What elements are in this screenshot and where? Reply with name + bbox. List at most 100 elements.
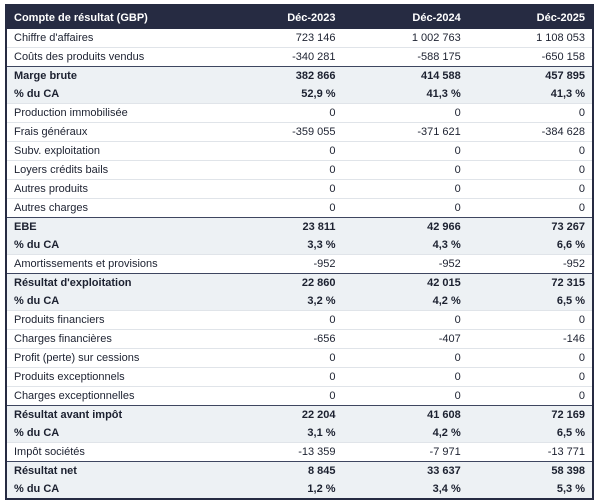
row-value: 0 [467, 386, 593, 406]
row-label: Produits exceptionnels [6, 367, 218, 387]
row-value: 58 398 [467, 461, 593, 480]
row-label: Autres charges [6, 198, 218, 218]
table-title: Compte de résultat (GBP) [6, 5, 218, 29]
table-row-total: Résultat avant impôt 22 204 41 608 72 16… [6, 405, 593, 424]
table-row: Chiffre d'affaires 723 146 1 002 763 1 1… [6, 29, 593, 48]
row-value: 0 [217, 198, 343, 218]
table-row-total: Marge brute 382 866 414 588 457 895 [6, 66, 593, 85]
row-value: 5,3 % [467, 480, 593, 499]
row-value: 0 [217, 141, 343, 161]
row-label: Loyers crédits bails [6, 160, 218, 180]
column-header-dec-2024: Déc-2024 [342, 5, 468, 29]
row-value: 42 966 [342, 217, 468, 236]
row-label: Autres produits [6, 179, 218, 199]
table-row: Production immobilisée 0 0 0 [6, 103, 593, 123]
row-value: 0 [467, 367, 593, 387]
table-row: Loyers crédits bails 0 0 0 [6, 160, 593, 180]
row-value: 3,2 % [217, 292, 343, 311]
row-value: 41,3 % [467, 85, 593, 104]
row-value: 72 315 [467, 273, 593, 292]
row-value: 1,2 % [217, 480, 343, 499]
row-value: 6,5 % [467, 424, 593, 443]
table-row: Autres produits 0 0 0 [6, 179, 593, 199]
header-row: Compte de résultat (GBP) Déc-2023 Déc-20… [6, 5, 593, 29]
row-value: -588 175 [342, 47, 468, 67]
row-value: -371 621 [342, 122, 468, 142]
row-value: 0 [467, 198, 593, 218]
row-value: 0 [217, 310, 343, 330]
row-value: 0 [342, 179, 468, 199]
row-label: Résultat d'exploitation [6, 273, 218, 292]
row-value: 0 [217, 103, 343, 123]
row-value: 0 [217, 367, 343, 387]
income-statement: Compte de résultat (GBP) Déc-2023 Déc-20… [5, 4, 594, 500]
table-row: Subv. exploitation 0 0 0 [6, 141, 593, 161]
row-value: 0 [467, 179, 593, 199]
table-row-ratio: % du CA 3,1 % 4,2 % 6,5 % [6, 424, 593, 443]
row-label: Coûts des produits vendus [6, 47, 218, 67]
row-value: 0 [217, 386, 343, 406]
row-value: 414 588 [342, 66, 468, 85]
row-value: -13 359 [217, 442, 343, 462]
table-row: Impôt sociétés -13 359 -7 971 -13 771 [6, 442, 593, 462]
row-value: -952 [342, 254, 468, 274]
row-value: 723 146 [217, 29, 343, 48]
row-value: 6,5 % [467, 292, 593, 311]
row-label: Profit (perte) sur cessions [6, 348, 218, 368]
table-row-ratio: % du CA 1,2 % 3,4 % 5,3 % [6, 480, 593, 499]
table-row-ratio: % du CA 3,2 % 4,2 % 6,5 % [6, 292, 593, 311]
row-label: Charges financières [6, 329, 218, 349]
row-label: % du CA [6, 292, 218, 311]
row-value: -650 158 [467, 47, 593, 67]
row-value: 0 [342, 310, 468, 330]
table-row: Autres charges 0 0 0 [6, 198, 593, 218]
row-value: 3,1 % [217, 424, 343, 443]
row-label: EBE [6, 217, 218, 236]
row-value: 0 [467, 103, 593, 123]
row-value: 0 [342, 348, 468, 368]
table-row-ratio: % du CA 3,3 % 4,3 % 6,6 % [6, 236, 593, 255]
row-label: Amortissements et provisions [6, 254, 218, 274]
table-row-total: EBE 23 811 42 966 73 267 [6, 217, 593, 236]
row-value: -407 [342, 329, 468, 349]
row-value: 0 [342, 141, 468, 161]
table-row: Produits financiers 0 0 0 [6, 310, 593, 330]
row-value: 382 866 [217, 66, 343, 85]
row-value: 22 860 [217, 273, 343, 292]
row-value: -384 628 [467, 122, 593, 142]
row-value: 52,9 % [217, 85, 343, 104]
table-row: Profit (perte) sur cessions 0 0 0 [6, 348, 593, 368]
row-label: Charges exceptionnelles [6, 386, 218, 406]
row-value: 73 267 [467, 217, 593, 236]
row-value: 0 [467, 141, 593, 161]
row-value: -952 [467, 254, 593, 274]
table-row: Frais généraux -359 055 -371 621 -384 62… [6, 122, 593, 142]
row-label: % du CA [6, 85, 218, 104]
row-value: 4,2 % [342, 424, 468, 443]
row-label: Marge brute [6, 66, 218, 85]
row-value: 42 015 [342, 273, 468, 292]
row-value: 0 [342, 160, 468, 180]
row-value: 0 [217, 179, 343, 199]
row-value: 0 [467, 310, 593, 330]
row-value: 0 [342, 386, 468, 406]
row-value: -952 [217, 254, 343, 274]
column-header-dec-2025: Déc-2025 [467, 5, 593, 29]
row-value: 0 [217, 160, 343, 180]
row-value: 23 811 [217, 217, 343, 236]
table-row: Charges exceptionnelles 0 0 0 [6, 386, 593, 406]
row-label: Résultat avant impôt [6, 405, 218, 424]
row-value: 22 204 [217, 405, 343, 424]
row-value: 3,3 % [217, 236, 343, 255]
row-value: 0 [467, 348, 593, 368]
row-label: Résultat net [6, 461, 218, 480]
row-value: 8 845 [217, 461, 343, 480]
row-value: 1 108 053 [467, 29, 593, 48]
table-row: Charges financières -656 -407 -146 [6, 329, 593, 349]
row-value: 72 169 [467, 405, 593, 424]
row-value: -13 771 [467, 442, 593, 462]
row-value: 457 895 [467, 66, 593, 85]
row-value: 0 [342, 367, 468, 387]
row-label: Produits financiers [6, 310, 218, 330]
row-value: 33 637 [342, 461, 468, 480]
